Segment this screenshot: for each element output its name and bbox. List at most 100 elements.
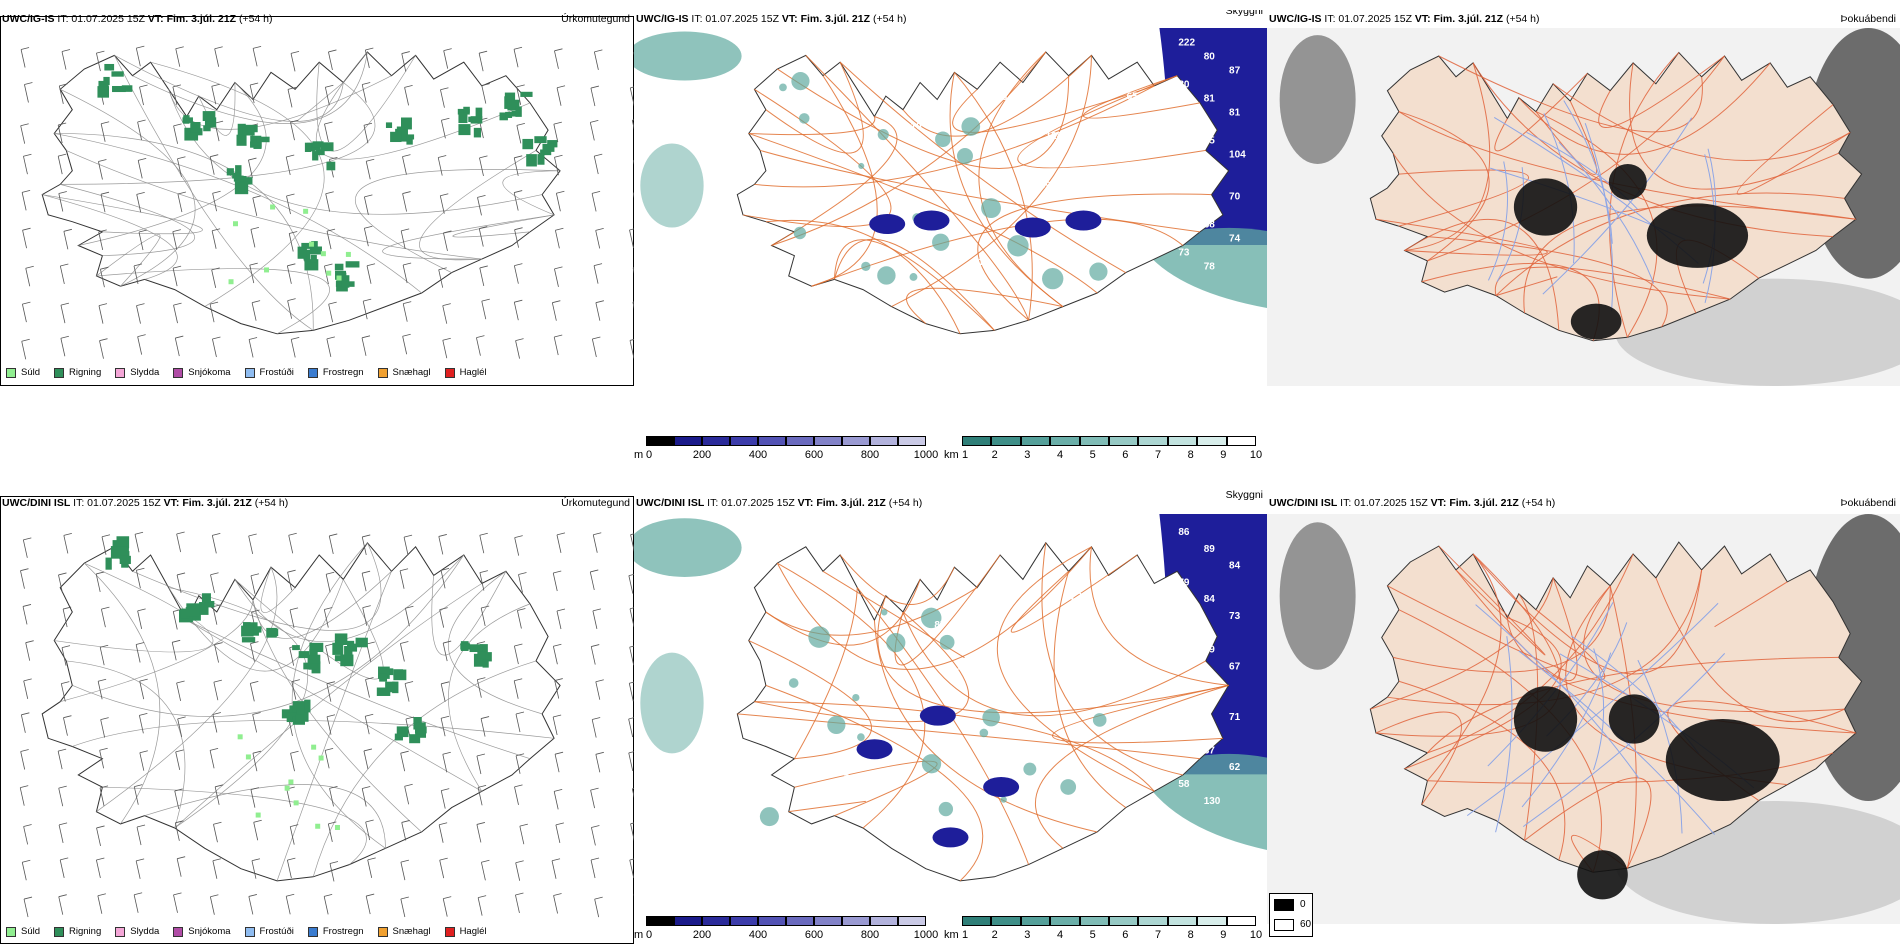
wind-barb [441,715,450,719]
wind-barb [479,226,488,229]
wind-barb [99,747,108,751]
wind-barb [324,894,333,897]
rain-cell [344,645,353,656]
wind-barb [135,644,141,663]
rain-cell [309,649,318,656]
drizzle-cell [255,812,261,818]
wind-barb [441,681,450,685]
wind-barb [479,572,485,591]
wind-barb [328,304,334,323]
wind-barb [399,570,405,589]
wind-barb [209,304,215,323]
wind-barb [554,751,564,755]
wind-barb [403,301,412,305]
fog-dark-area [1279,35,1356,165]
rain-cell [297,246,307,259]
wind-barb [513,680,519,699]
rain-cell [241,637,256,643]
wind-barb [632,192,634,199]
legend-item: Frostregn [307,926,364,937]
wind-barb [139,712,148,716]
wind-barb [135,48,141,67]
wind-barb [476,337,481,356]
rain-cell [226,168,234,176]
wind-barb [253,819,262,823]
wind-barb [628,683,634,702]
legend-label: Rigning [69,367,102,378]
wind-barb [213,679,222,683]
road-line [1010,554,1138,633]
legend-swatch [115,367,126,378]
wind-barb [514,229,519,248]
wind-barb [554,268,559,287]
road-line [856,587,1030,865]
fog-blob [1665,719,1780,801]
wind-barb [361,335,371,339]
wind-barb [63,533,72,536]
rain-cell [379,673,388,682]
wind-barb [23,896,33,900]
wind-barb [443,232,448,252]
valid-time: Fim. 3.júl. 21Z [166,13,237,25]
low-cloud-cell [919,705,956,726]
drizzle-cell [270,204,276,210]
wind-barb [515,338,524,341]
visibility-value-label: 67 [1204,178,1216,189]
wind-barb [363,748,373,752]
wind-barb [249,265,255,284]
rain-cell [186,603,200,617]
wind-barb [515,753,525,757]
road-line [144,784,386,849]
wind-barb [553,121,562,125]
visibility-cell [808,626,830,648]
road-line [776,546,1092,670]
road-line [431,571,507,656]
road-line [977,193,1212,321]
wind-barb [98,231,104,251]
wind-barb [478,895,487,899]
rain-cell [499,112,508,121]
wind-barb [591,338,597,358]
wind-barb [326,338,332,357]
wind-barb [553,570,562,574]
rain-cell [473,653,486,667]
wind-barb [175,335,184,339]
colorbar-segment [898,436,926,446]
wind-barb [20,125,26,144]
rain-cell [306,261,316,269]
rain-cell [378,666,390,679]
visibility-value-label: 104 [1138,230,1155,241]
wind-barb [437,157,443,176]
visibility-value-label: 75 [1204,136,1216,147]
wind-barb [326,683,332,702]
legend-swatch [444,367,455,378]
wind-barb [98,161,103,180]
wind-barb [514,786,519,805]
wind-barb [214,46,223,50]
wind-barb [99,338,108,342]
visibility-value-label: 68 [1204,220,1216,231]
wind-barb [58,748,67,752]
wind-barb [174,788,183,792]
colorbar-tick: 7 [1154,449,1162,461]
wind-barb [24,82,33,85]
rain-cell [396,726,409,738]
road-line [811,218,1184,287]
wind-barb [329,786,338,789]
visibility-value-label: 14 [978,257,990,268]
wind-barb [365,819,374,823]
rain-cell [308,663,318,670]
legend-item: Súld [6,926,40,937]
rain-cell [458,124,471,136]
rain-cell [504,92,516,103]
drizzle-cell [326,270,332,276]
visibility-cell [961,117,981,136]
wind-barb [632,119,634,121]
wind-barb [285,156,291,176]
colorbar-tick: 800 [860,929,880,941]
visibility-value-label: 74 [1229,234,1241,245]
road-line [42,194,178,280]
fog-blob [1570,303,1622,340]
model-name: UWC/DINI ISL [636,497,705,509]
wind-barb [59,859,65,878]
